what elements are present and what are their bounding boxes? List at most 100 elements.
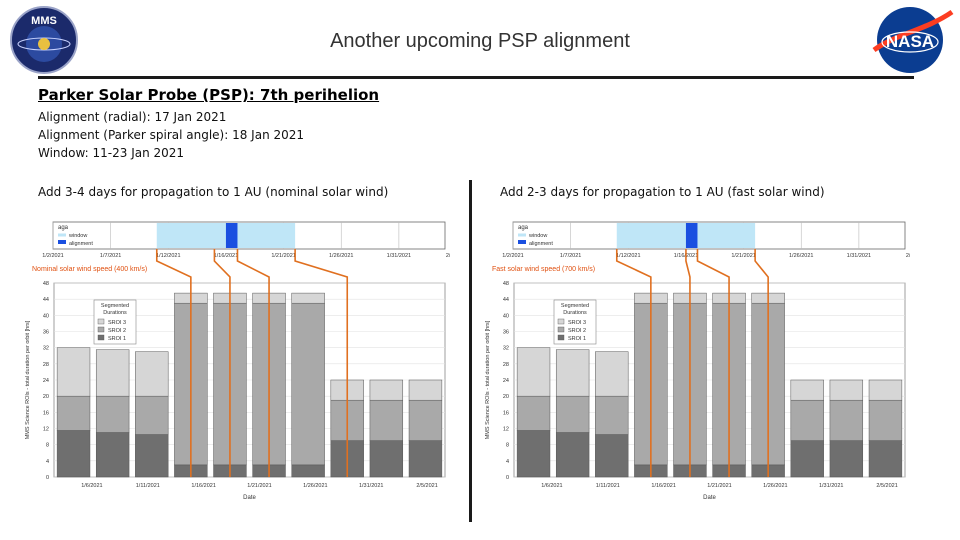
propagation-line: [213, 249, 231, 477]
info-alignment-parker: Alignment (Parker spiral angle): 18 Jan …: [38, 128, 305, 142]
bar-segment: [829, 399, 864, 441]
timeline-tick-label: 1/2/2021: [42, 253, 63, 259]
x-tick-label: 1/21/2021: [707, 483, 731, 489]
y-tick-label: 32: [503, 346, 509, 352]
y-tick-label: 8: [46, 443, 49, 449]
timeline-legend-title: aga: [518, 225, 529, 231]
bar-legend-swatch: [557, 318, 565, 325]
bar-legend-title: Durations: [103, 310, 127, 316]
panel-divider: [469, 180, 472, 522]
right-chart: aga window alignment 1/2/2021 1/7/2021 1/12/2…: [485, 221, 910, 501]
bar-segment: [56, 430, 91, 478]
bar-legend-swatch: [97, 326, 105, 333]
bar-legend-label: SROI 1: [108, 336, 126, 342]
y-tick-label: 12: [43, 427, 49, 433]
bar-legend-label: SROI 2: [108, 328, 126, 334]
bar-segment: [408, 440, 443, 478]
x-tick-label: 1/11/2021: [136, 483, 160, 489]
timeline-tick-label: 1/12/2021: [156, 253, 180, 259]
x-tick-label: 1/31/2021: [819, 483, 843, 489]
y-tick-label: 32: [43, 346, 49, 352]
y-tick-label: 8: [506, 443, 509, 449]
bar-segment: [790, 440, 824, 478]
timeline-tick-label: 1/7/2021: [560, 253, 581, 259]
timeline-tick-label: 1/26/2021: [329, 253, 353, 259]
bar-segment: [868, 399, 903, 441]
propagation-line: [754, 249, 769, 477]
propagation-line: [236, 249, 270, 477]
y-tick-label: 48: [503, 281, 509, 287]
bar-segment: [868, 440, 903, 478]
subtitle: Parker Solar Probe (PSP): 7th perihelion: [38, 86, 380, 104]
bar-legend-title: Durations: [563, 310, 587, 316]
timeline-tick-label: 1/2/2021: [502, 253, 523, 259]
bar-legend-title: Segmented: [561, 303, 589, 309]
bar-segment: [555, 432, 590, 478]
bar-segment: [369, 379, 404, 401]
timeline-window-band: [616, 223, 756, 248]
bar-segment: [408, 379, 443, 401]
y-tick-label: 12: [503, 427, 509, 433]
bar-segment: [369, 399, 404, 441]
y-tick-label: 28: [43, 362, 49, 368]
bar-segment: [95, 395, 130, 433]
timeline-tick-label: 1/12/2021: [616, 253, 640, 259]
mms-logo: MMS: [8, 4, 80, 76]
propagation-line: [294, 249, 349, 477]
timeline-alignment-band: [225, 223, 238, 248]
bar-segment: [790, 399, 824, 441]
info-alignment-radial: Alignment (radial): 17 Jan 2021: [38, 110, 227, 124]
bar-segment: [555, 349, 590, 397]
bar-segment: [555, 395, 590, 433]
bar-segment: [369, 440, 404, 478]
timeline-legend-alignment: alignment: [529, 241, 553, 247]
bar-segment: [829, 379, 864, 401]
propagation-line: [155, 249, 192, 477]
x-axis-label: Date: [703, 495, 716, 501]
timeline-legend-window: window: [68, 233, 87, 239]
timeline-legend-title: aga: [58, 225, 69, 231]
right-caption: Add 2-3 days for propagation to 1 AU (fa…: [500, 185, 825, 199]
left-caption: Add 3-4 days for propagation to 1 AU (no…: [38, 185, 389, 199]
nasa-logo: NASA: [866, 4, 954, 76]
mms-logo-text: MMS: [31, 15, 57, 27]
propagation-line: [696, 249, 730, 477]
y-tick-label: 4: [506, 459, 509, 465]
timeline-tick-label: 1/26/2021: [789, 253, 813, 259]
bar-segment: [135, 434, 169, 478]
y-tick-label: 20: [43, 394, 49, 400]
y-tick-label: 20: [503, 394, 509, 400]
propagation-line: [685, 249, 691, 477]
y-axis-label: MMS Science ROIs - total duration per or…: [25, 320, 31, 439]
x-tick-label: 1/6/2021: [541, 483, 562, 489]
x-axis-label: Date: [243, 495, 256, 501]
bar-segment: [95, 432, 130, 478]
bar-segment: [516, 430, 551, 478]
timeline-legend-alignment: alignment: [69, 241, 93, 247]
bar-legend-swatch: [557, 334, 565, 341]
bar-segment: [516, 395, 551, 431]
y-tick-label: 44: [503, 297, 509, 303]
bar-segment: [291, 302, 325, 466]
y-tick-label: 4: [46, 459, 49, 465]
y-tick-label: 0: [46, 475, 49, 481]
bar-segment: [291, 292, 325, 304]
y-tick-label: 48: [43, 281, 49, 287]
bar-segment: [95, 349, 130, 397]
y-tick-label: 0: [506, 475, 509, 481]
x-tick-label: 1/6/2021: [81, 483, 102, 489]
bar-segment: [829, 440, 864, 478]
title-rule: [38, 76, 914, 79]
y-tick-label: 40: [503, 313, 509, 319]
slide-title: Another upcoming PSP alignment: [330, 30, 630, 52]
x-tick-label: 2/5/2021: [416, 483, 437, 489]
bar-legend-swatch: [557, 326, 565, 333]
bar-segment: [595, 351, 629, 397]
bar-segment: [595, 395, 629, 435]
timeline-tick-label: 2/5/2021: [906, 253, 910, 259]
y-tick-label: 28: [503, 362, 509, 368]
bar-segment: [408, 399, 443, 441]
x-tick-label: 1/16/2021: [191, 483, 215, 489]
timeline-legend-window: window: [528, 233, 547, 239]
